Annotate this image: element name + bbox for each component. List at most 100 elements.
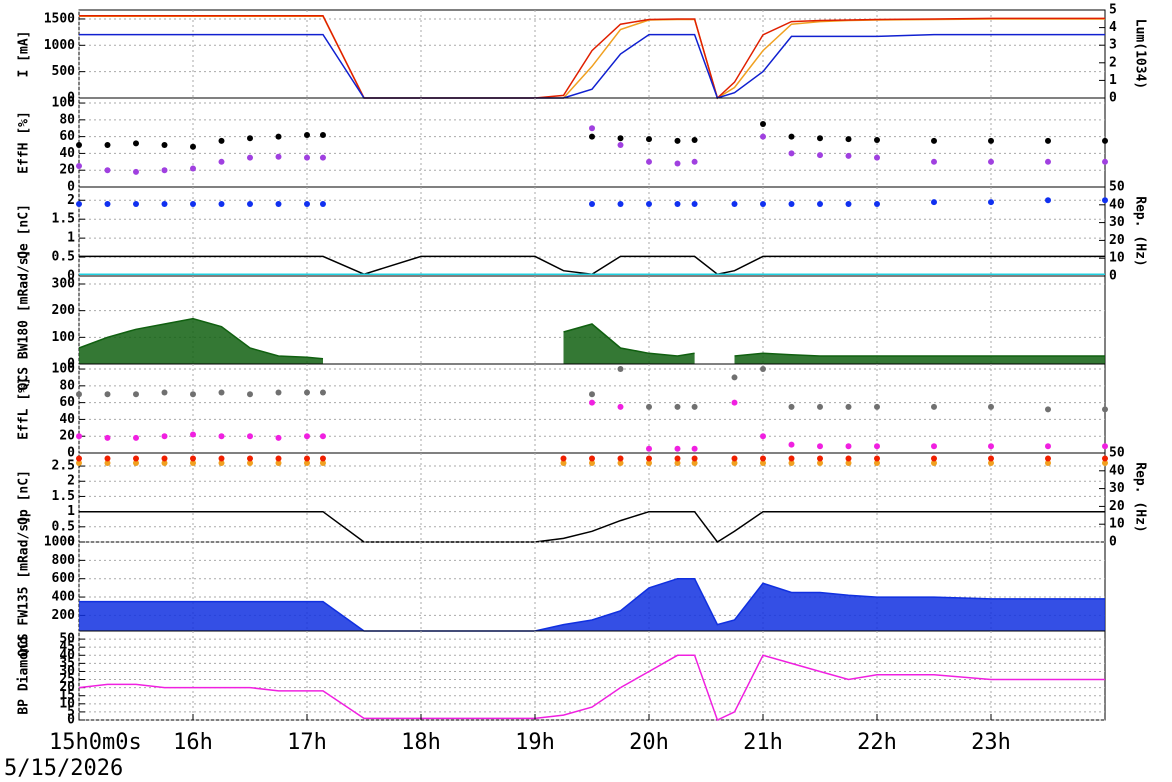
data-point (674, 460, 681, 467)
data-point (247, 201, 253, 208)
y-tick-label: 0 (67, 357, 75, 372)
x-tick-label: 20h (629, 730, 669, 755)
data-point (304, 154, 310, 161)
data-point (218, 137, 225, 144)
data-point (845, 443, 852, 450)
data-point (617, 366, 624, 373)
y-tick-label: 800 (52, 553, 76, 568)
x-tick-label: 19h (515, 730, 555, 755)
data-point (218, 460, 225, 467)
data-point (589, 455, 595, 462)
y-tick-label: 2 (67, 193, 75, 208)
data-point (190, 165, 196, 172)
panel-frame (78, 630, 1106, 721)
data-point (931, 137, 937, 144)
y-tick-label: 2.5 (52, 459, 75, 474)
data-point (1045, 158, 1051, 165)
data-point (319, 201, 326, 208)
data-point (931, 158, 937, 165)
data-point (845, 403, 852, 410)
data-point (190, 460, 196, 467)
data-point (674, 445, 681, 452)
y-tick-label: 0 (67, 713, 75, 728)
data-point (845, 201, 852, 208)
data-point (1102, 443, 1108, 450)
y-tick-label: 500 (52, 64, 76, 79)
y-tick-label: 600 (52, 571, 76, 586)
data-point (304, 460, 310, 467)
y-tick-label: 20 (59, 429, 75, 444)
y-tick-label: 100 (52, 362, 76, 377)
y2-tick-label: 0 (1109, 91, 1117, 106)
data-point (760, 433, 766, 440)
data-point (817, 403, 823, 410)
y-tick-label: 60 (59, 395, 75, 410)
data-point (988, 158, 994, 165)
data-point (104, 201, 111, 208)
data-point (674, 201, 681, 208)
data-point (247, 460, 253, 467)
date-label: 5/15/2026 (4, 756, 123, 781)
data-point (589, 399, 595, 406)
y-tick-label: 45 (59, 640, 75, 655)
data-point (646, 136, 652, 143)
data-point (760, 201, 766, 208)
y-tick-label: 2 (67, 474, 75, 489)
data-point (161, 201, 168, 208)
data-point (731, 201, 738, 208)
data-point (760, 366, 766, 373)
data-line (78, 654, 1105, 722)
data-line (78, 317, 1105, 360)
y-tick-label: 0.5 (52, 519, 75, 534)
y-axis-title: I [mA] (17, 31, 32, 78)
data-point (76, 455, 82, 462)
data-point (760, 455, 766, 462)
data-point (1045, 406, 1051, 413)
y-axis-title: Qp [nC] (17, 470, 32, 525)
data-point (817, 443, 823, 450)
panel-frame (78, 452, 1106, 543)
data-point (161, 433, 168, 440)
y-tick-label: 200 (52, 608, 76, 623)
data-point (874, 443, 880, 450)
x-tick-label: 18h (401, 730, 441, 755)
data-point (617, 455, 624, 462)
data-point (589, 133, 595, 140)
data-point (275, 460, 282, 467)
data-point (874, 136, 880, 143)
data-point (674, 160, 681, 167)
data-point (788, 441, 795, 448)
data-point (817, 152, 823, 159)
data-point (319, 433, 326, 440)
data-point (845, 152, 852, 159)
data-point (218, 201, 225, 208)
y-tick-label: 40 (59, 146, 75, 161)
data-point (275, 389, 282, 396)
data-point (76, 391, 82, 398)
data-point (691, 403, 698, 410)
data-point (674, 403, 681, 410)
y-tick-label: 1500 (44, 11, 75, 26)
y2-tick-label: 30 (1109, 481, 1125, 496)
data-point (617, 460, 624, 467)
y-tick-label: 1.5 (52, 489, 75, 504)
x-tick-label: 21h (743, 730, 783, 755)
y-axis-title: EffH [%] (17, 111, 32, 174)
y2-tick-label: 3 (1109, 38, 1117, 53)
y2-tick-label: 1 (1109, 73, 1117, 88)
data-line (79, 33, 1105, 99)
data-point (161, 167, 168, 174)
data-point (190, 143, 196, 150)
data-point (674, 137, 681, 144)
y-tick-label: 35 (59, 656, 75, 671)
y2-tick-label: 2 (1109, 55, 1117, 70)
data-point (874, 201, 880, 208)
y2-tick-label: 10 (1109, 251, 1125, 266)
data-point (760, 460, 766, 467)
data-point (1045, 455, 1051, 462)
y-tick-label: 60 (59, 129, 75, 144)
area-fill (79, 318, 1105, 364)
y-tick-label: 100 (52, 330, 76, 345)
data-point (275, 153, 282, 160)
y2-tick-label: 0 (1109, 535, 1117, 550)
